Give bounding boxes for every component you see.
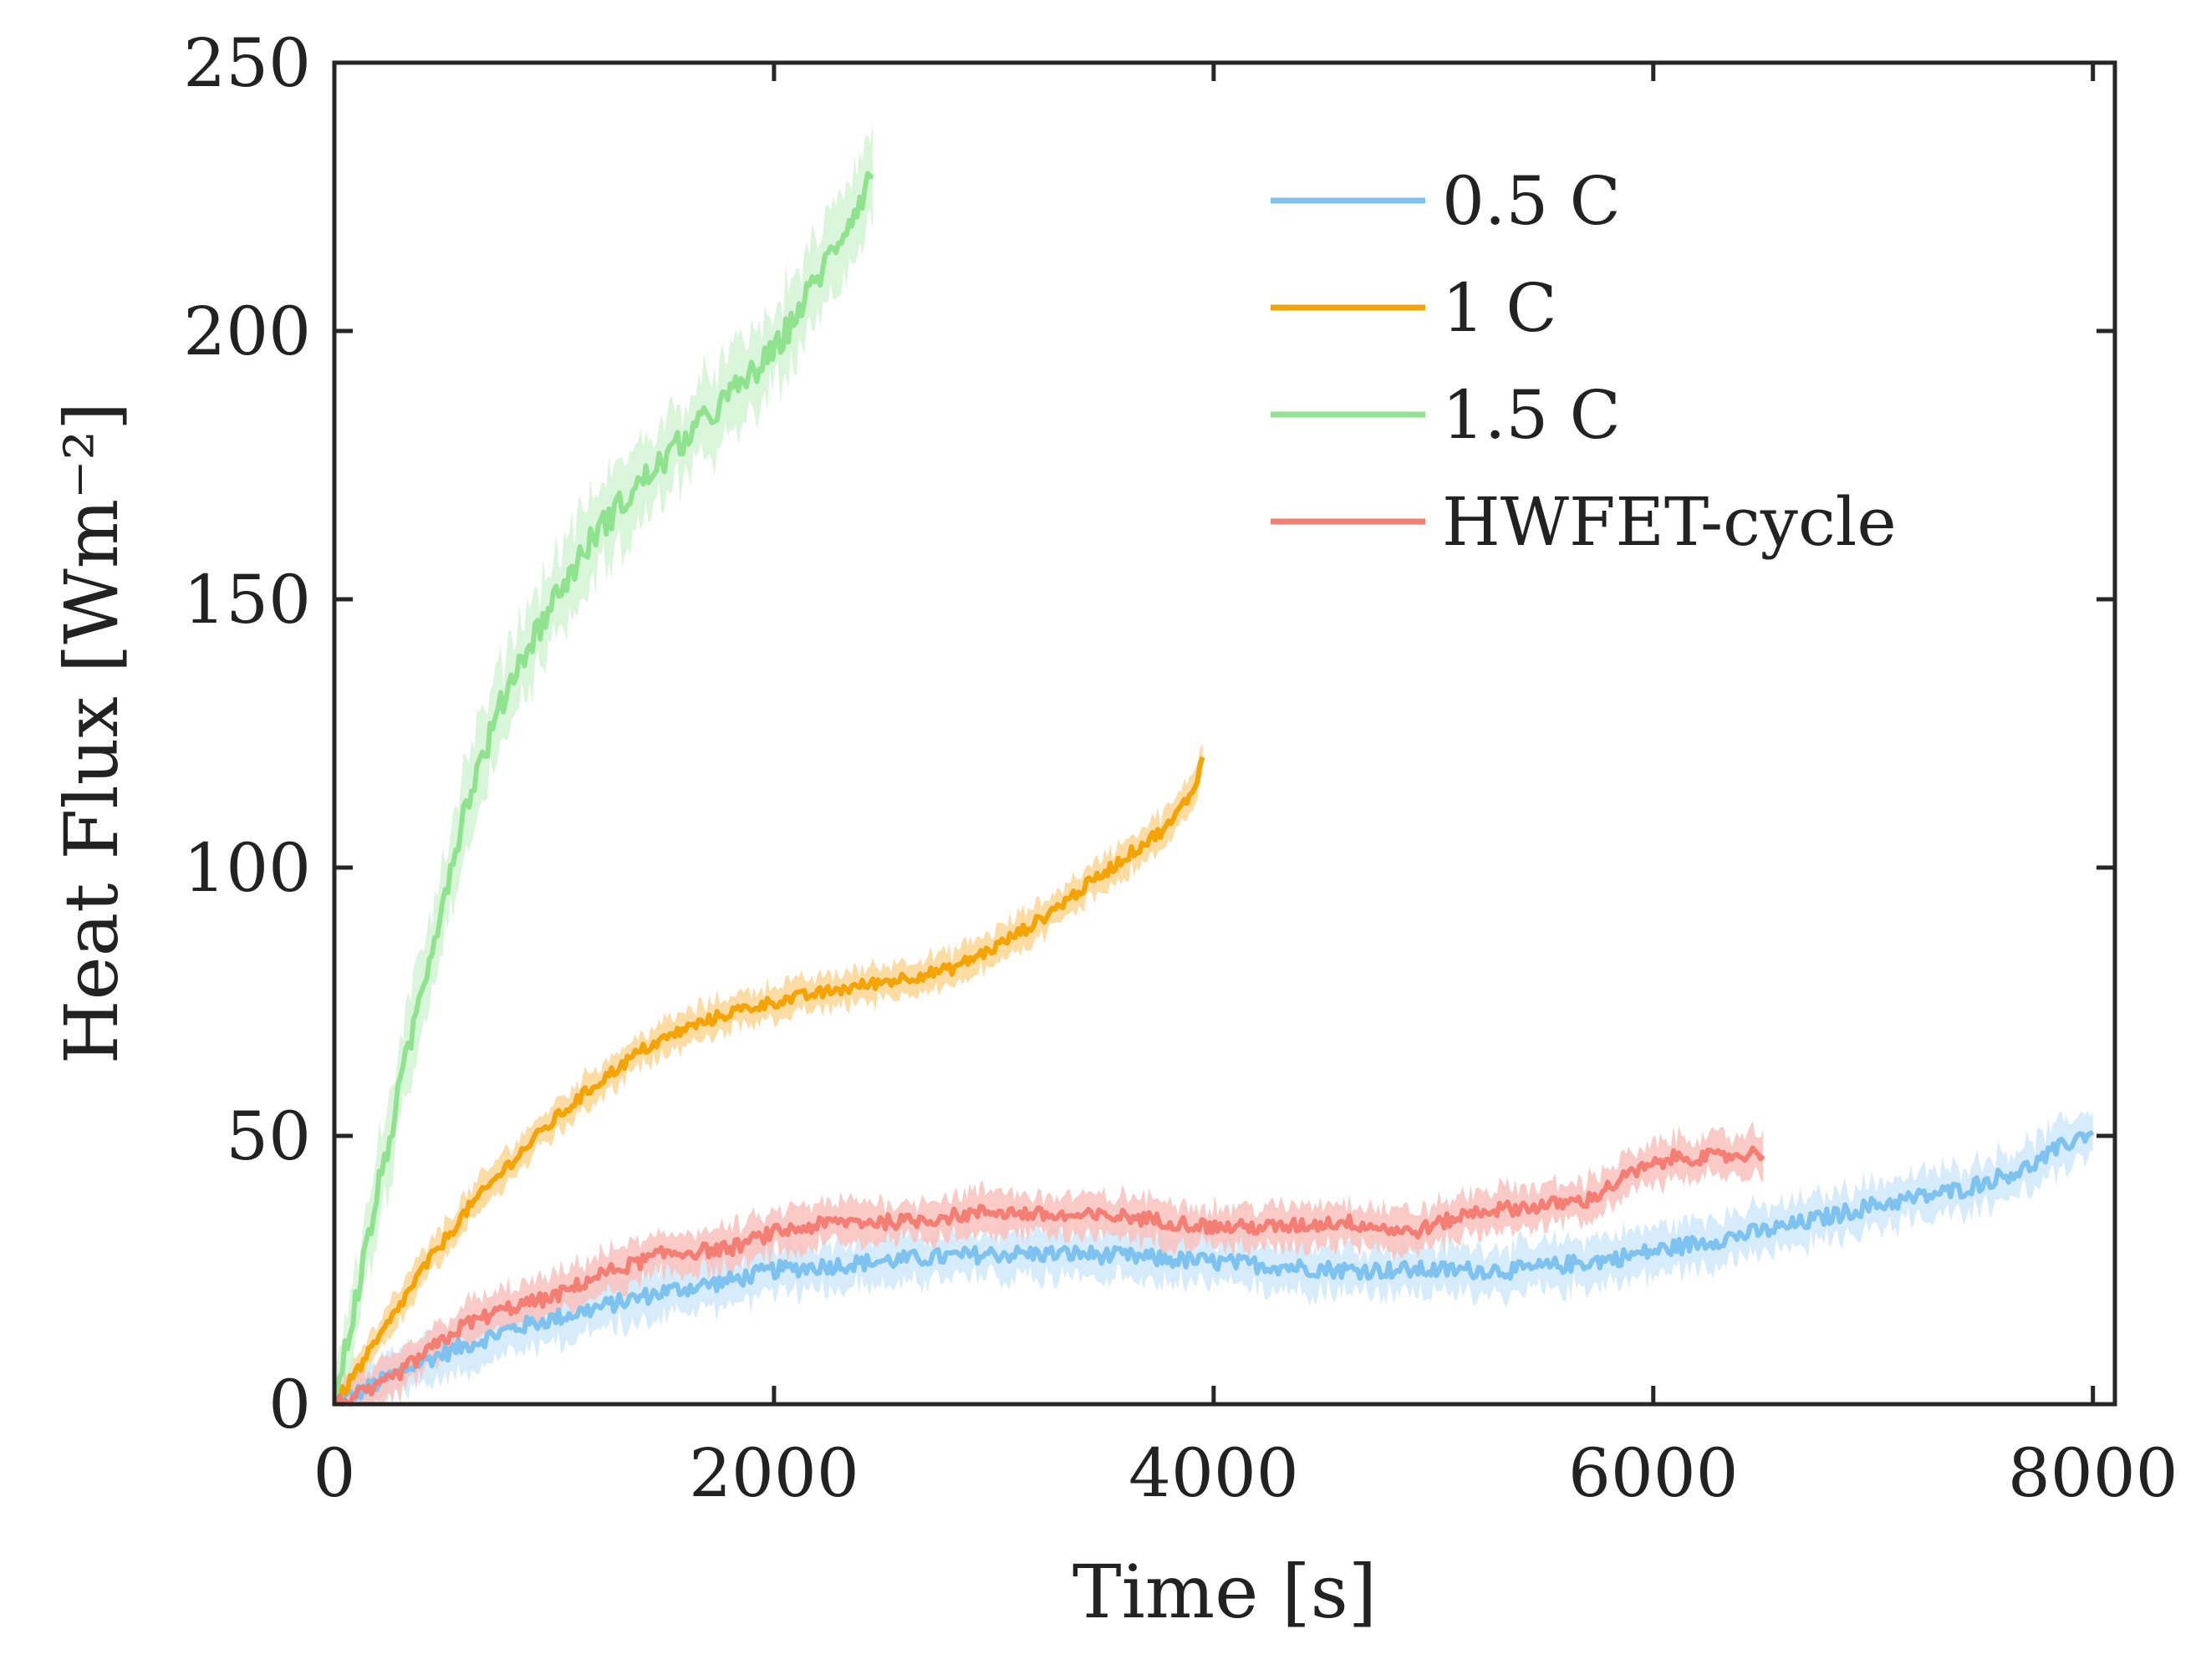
x-tick-label: 6000 [1568, 1434, 1739, 1512]
x-axis-label: Time [s] [1072, 1549, 1377, 1635]
y-tick-label: 100 [183, 829, 311, 907]
y-tick-label: 200 [183, 293, 311, 370]
series-lines [332, 171, 2095, 1407]
x-tick-label: 0 [313, 1434, 356, 1512]
series-line [332, 171, 874, 1405]
y-tick-label: 150 [183, 561, 311, 639]
x-tick-label: 2000 [689, 1434, 859, 1512]
y-tick-label: 250 [183, 24, 311, 102]
x-tick-label: 8000 [2008, 1434, 2178, 1512]
y-tick-label: 0 [268, 1366, 311, 1443]
series-line [333, 756, 1205, 1407]
legend-label: 1.5 C [1442, 376, 1621, 454]
series-band [334, 123, 874, 1404]
legend: 0.5 C 1 C 1.5 C HWFET-cycle [1271, 162, 1897, 561]
series-line [333, 1145, 1765, 1407]
y-tick-label: 50 [226, 1097, 311, 1175]
axis-ticks: 0 2000 4000 6000 8000 0 50 100 150 200 250 [183, 24, 2178, 1512]
series-line [334, 1129, 2095, 1407]
legend-label: HWFET-cycle [1442, 483, 1897, 561]
plot-frame [332, 60, 2117, 1407]
series-band [334, 1121, 1764, 1404]
legend-label: 0.5 C [1442, 162, 1621, 240]
legend-label: 1 C [1442, 269, 1557, 347]
x-tick-label: 4000 [1129, 1434, 1299, 1512]
y-axis-label: Heat Flux [Wm⁻²] [48, 402, 135, 1064]
